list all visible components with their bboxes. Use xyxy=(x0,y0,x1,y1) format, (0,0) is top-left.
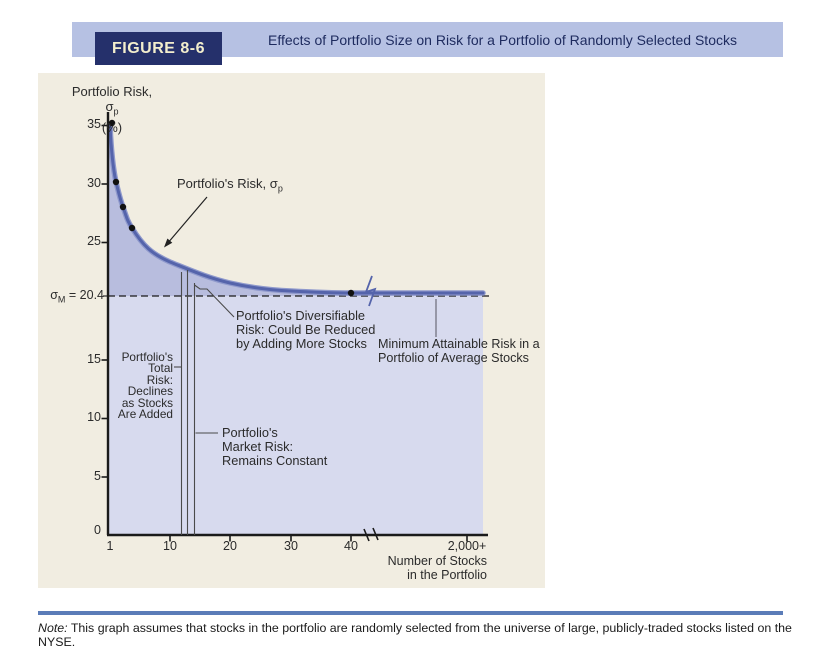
figure-note: Note: This graph assumes that stocks in … xyxy=(38,621,800,648)
annotation-portfolio-risk: Portfolio's Risk, σp xyxy=(177,176,283,194)
portfolio-risk-arrowhead xyxy=(164,238,173,248)
x-tick-2000: 2,000+ xyxy=(447,539,487,553)
figure-label-box: FIGURE 8-6 xyxy=(95,32,222,65)
annotation-market-risk: Portfolio's Market Risk: Remains Constan… xyxy=(222,425,328,469)
chart-panel: Portfolio Risk, σp (%) 35 30 25 15 10 5 … xyxy=(38,73,545,588)
y-axis-title: Portfolio Risk, σp (%) xyxy=(64,84,160,135)
y-axis-unit: (%) xyxy=(101,119,123,135)
y-axis-ticks xyxy=(101,124,108,478)
y-tick-15: 15 xyxy=(87,352,101,366)
risk-curve xyxy=(108,123,485,295)
y-tick-0: 0 xyxy=(94,523,101,537)
data-point-dots xyxy=(108,119,355,297)
x-axis-ticks xyxy=(169,535,468,542)
x-tick-20: 20 xyxy=(223,539,237,553)
x-tick-1: 1 xyxy=(106,539,114,553)
curve-break-squiggle xyxy=(364,275,377,307)
note-text: This graph assumes that stocks in the po… xyxy=(38,621,792,648)
annotation-diversifiable-risk: Portfolio's Diversifiable Risk: Could Be… xyxy=(236,308,376,352)
figure-label: FIGURE 8-6 xyxy=(111,39,205,57)
y-tick-10: 10 xyxy=(87,410,101,424)
annotation-minimum-risk: Minimum Attainable Risk in a Portfolio o… xyxy=(378,337,540,366)
market-risk-area xyxy=(108,296,483,535)
x-tick-10: 10 xyxy=(163,539,177,553)
y-tick-30: 30 xyxy=(87,176,101,190)
figure-title: Effects of Portfolio Size on Risk for a … xyxy=(268,32,737,48)
y-tick-25: 25 xyxy=(87,234,101,248)
x-tick-30: 30 xyxy=(284,539,298,553)
diversifiable-risk-area xyxy=(108,125,483,296)
note-label: Note: xyxy=(38,621,68,635)
annotation-total-risk: Portfolio's Total Risk: Declines as Stoc… xyxy=(117,350,173,422)
sigma-m-label: σM = 20.4 xyxy=(50,288,104,305)
risk-bracket-lines xyxy=(174,270,235,535)
x-axis-title: Number of Stocks in the Portfolio xyxy=(387,554,487,582)
y-tick-5: 5 xyxy=(94,469,101,483)
x-tick-40: 40 xyxy=(344,539,358,553)
y-tick-35: 35 xyxy=(87,117,101,131)
x-axis-break-marks xyxy=(363,527,379,542)
portfolio-risk-arrow xyxy=(166,196,208,245)
diversifiable-risk-connector xyxy=(194,284,235,318)
bottom-rule xyxy=(38,611,783,615)
risk-curve-chart xyxy=(101,112,490,542)
